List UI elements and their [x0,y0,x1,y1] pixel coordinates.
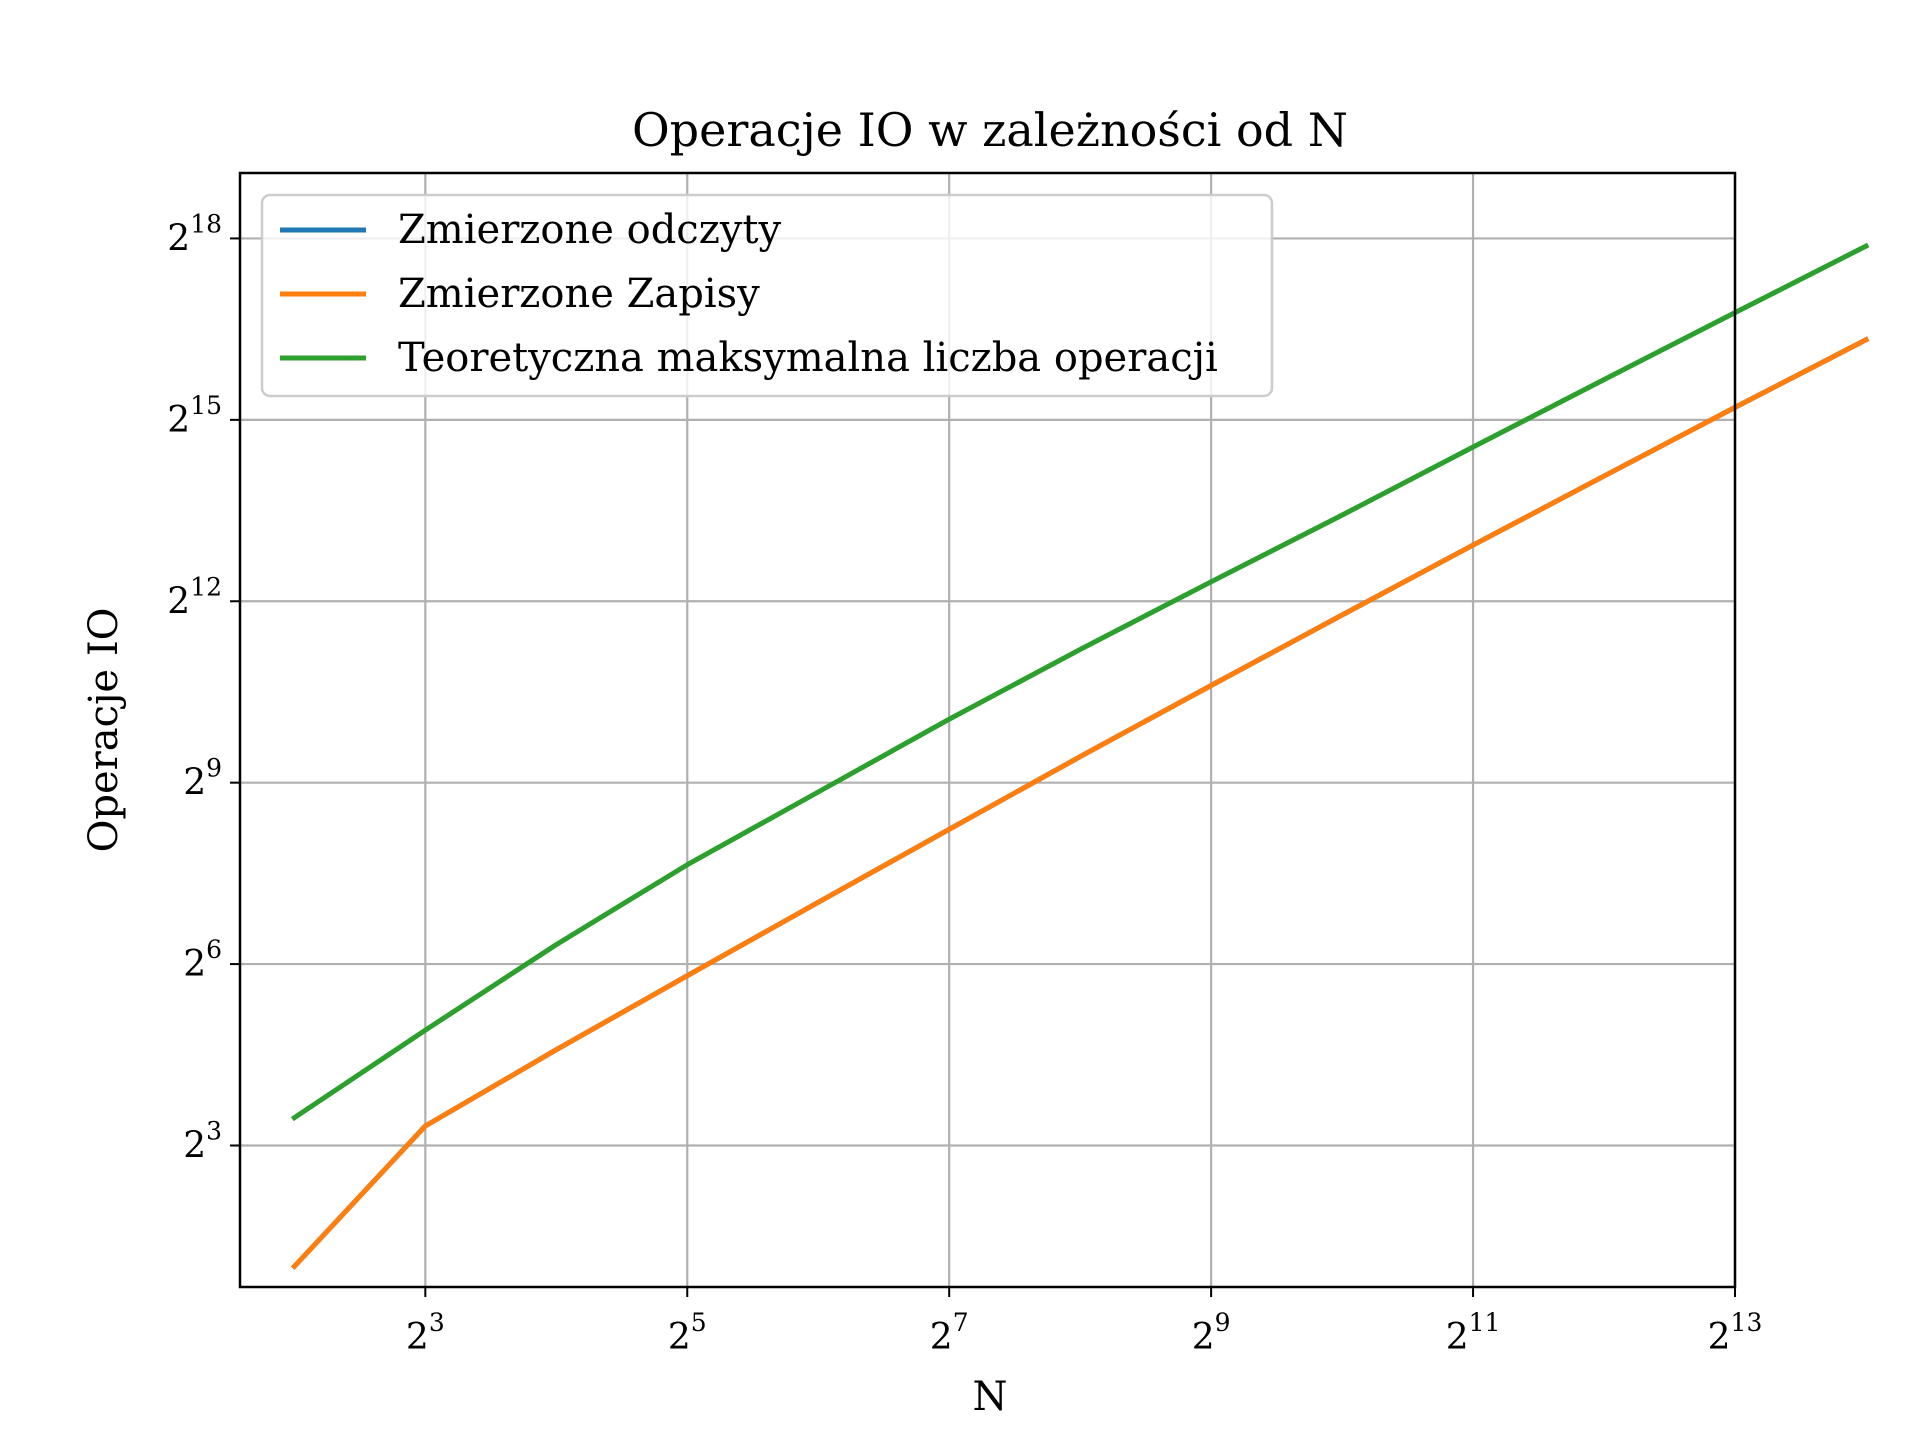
y-tick-label-base: 2 [167,400,190,441]
x-tick-label-base: 2 [930,1317,953,1358]
legend-label-2: Zmierzone Zapisy [398,271,760,317]
chart-title: Operacje IO w zależności od N [632,103,1348,157]
legend-label-1: Zmierzone odczyty [398,207,781,253]
x-tick-label: 27 [930,1308,969,1358]
x-tick-label-exponent: 13 [1731,1308,1763,1337]
y-tick-label-exponent: 18 [190,209,222,238]
y-tick-label: 215 [167,391,222,441]
plot-frame [238,171,1737,1289]
x-axis-label: N [973,1374,1008,1420]
y-tick-label: 23 [183,1116,222,1166]
x-tick-label-base: 2 [406,1317,429,1358]
x-tick-label-base: 2 [1708,1317,1731,1358]
y-tick-label-base: 2 [167,218,190,259]
y-tick-label-base: 2 [183,763,206,804]
y-axis-label: Operacje IO [81,608,127,853]
x-tick-label-base: 2 [1446,1317,1469,1358]
x-tick-label: 23 [406,1308,445,1358]
y-tick-label-base: 2 [167,581,190,622]
x-tick-label-base: 2 [668,1317,691,1358]
x-tick-label: 29 [1192,1308,1231,1358]
series-group [290,242,1870,1270]
x-tick-label-exponent: 3 [429,1308,445,1337]
x-tick-label-exponent: 7 [953,1308,969,1337]
x-tick-label-exponent: 11 [1469,1308,1501,1337]
x-axis-ticks: 23 25 27 29 211 213 [406,1287,1762,1358]
legend-box [260,193,1274,398]
x-tick-label-exponent: 5 [691,1308,707,1337]
legend-label-3: Teoretyczna maksymalna liczba operacji [398,335,1218,381]
x-tick-label: 213 [1708,1308,1763,1358]
legend: Zmierzone odczyty Zmierzone Zapisy Teorety… [260,193,1274,398]
y-tick-label: 29 [183,754,222,804]
series-line-3 [290,242,1870,1122]
y-tick-label-exponent: 9 [206,754,222,783]
y-tick-label-exponent: 15 [190,391,222,420]
x-tick-label-base: 2 [1192,1317,1215,1358]
y-tick-label-exponent: 3 [206,1116,222,1145]
y-tick-label-base: 2 [183,944,206,985]
x-tick-label-exponent: 9 [1215,1308,1231,1337]
y-tick-label-base: 2 [183,1125,206,1166]
series-line-2 [290,336,1870,1270]
y-tick-label-exponent: 6 [206,935,222,964]
y-tick-label: 218 [167,209,222,259]
x-tick-label: 25 [668,1308,707,1358]
y-tick-label-exponent: 12 [190,572,222,601]
y-tick-label: 212 [167,572,222,622]
y-tick-label: 26 [183,935,222,985]
x-tick-label: 211 [1446,1308,1501,1358]
